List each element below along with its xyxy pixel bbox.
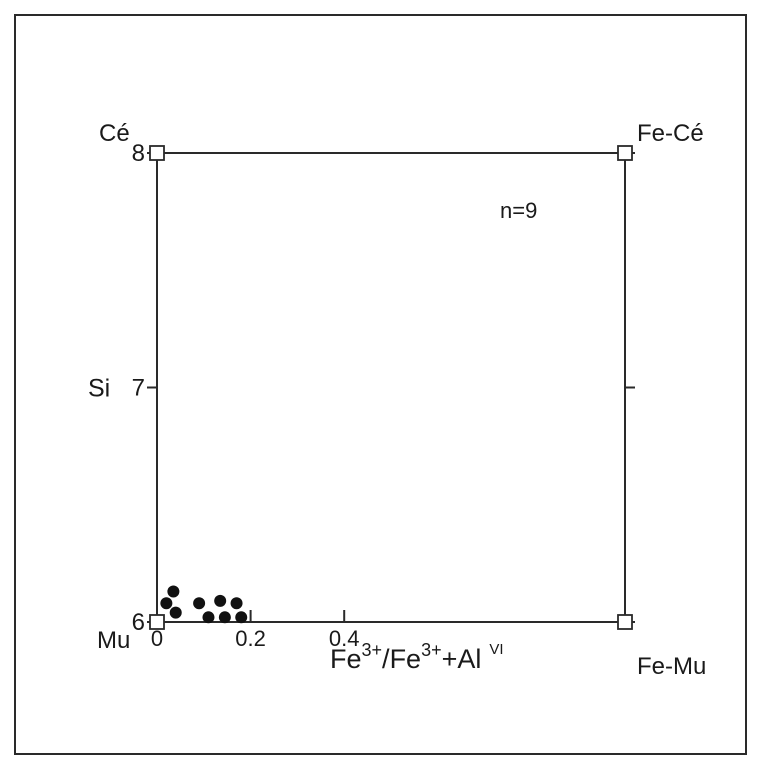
data-point: [169, 606, 182, 619]
x-axis-label-sup: 3+: [421, 640, 442, 660]
endmember-square: [617, 614, 633, 630]
sample-count-annotation: n=9: [500, 198, 537, 223]
data-point: [230, 597, 243, 610]
data-point: [160, 597, 173, 610]
endmember-label: Fe-Mu: [637, 653, 706, 680]
data-point: [218, 611, 231, 624]
data-point: [202, 611, 215, 624]
endmember-label: Fe-Cé: [637, 120, 704, 147]
y-tick-label: 7: [132, 375, 145, 402]
endmember-square: [617, 145, 633, 161]
endmember-square: [149, 145, 165, 161]
x-axis-label: Fe3+/Fe3++Al VI: [330, 640, 504, 674]
x-tick-label: 0: [151, 626, 163, 651]
x-axis-label-al: Al: [457, 644, 481, 674]
data-point: [235, 611, 248, 624]
figure-frame: [14, 14, 747, 755]
endmember-label: Mu: [97, 627, 130, 654]
x-tick-label: 0.2: [235, 626, 266, 651]
x-axis-label-fe: Fe: [330, 644, 362, 674]
x-axis-label-sup: 3+: [362, 640, 383, 660]
data-point: [214, 594, 227, 607]
x-tick-label: 0.4: [329, 626, 360, 651]
plot-area-border: [156, 152, 626, 623]
endmember-square: [149, 614, 165, 630]
data-point: [193, 597, 206, 610]
y-axis-label: Si: [88, 375, 110, 403]
data-point: [167, 585, 180, 598]
x-axis-label-fe: Fe: [390, 644, 422, 674]
y-tick-label: 6: [132, 609, 145, 636]
x-axis-label-slash: /: [382, 644, 390, 674]
y-tick-label: 8: [132, 140, 145, 167]
x-axis-label-sup: VI: [489, 641, 503, 658]
x-axis-label-plus: +: [442, 644, 458, 674]
endmember-label: Cé: [99, 120, 130, 147]
